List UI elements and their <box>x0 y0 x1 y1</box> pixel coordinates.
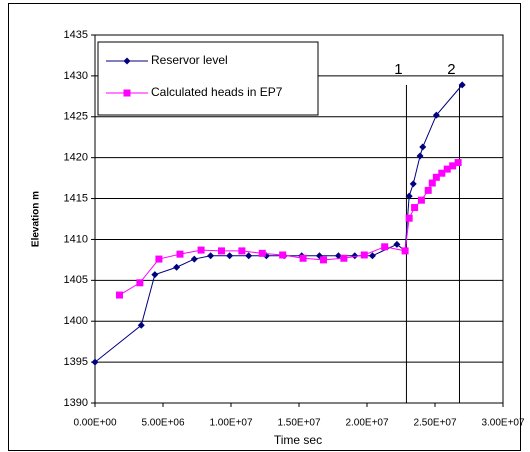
data-point <box>217 247 225 255</box>
x-tick-label: 2.00E+07 <box>345 418 389 429</box>
y-tick-label: 1400 <box>64 315 88 327</box>
data-point <box>419 143 427 151</box>
data-point <box>155 255 163 263</box>
annotation-label: 1 <box>394 61 402 78</box>
legend-label: Calculated heads in EP7 <box>151 85 283 99</box>
y-tick-label: 1405 <box>64 274 88 286</box>
data-point <box>176 250 184 258</box>
data-point <box>226 252 234 260</box>
data-point <box>458 81 466 89</box>
x-axis-title: Time sec <box>274 433 322 447</box>
data-point <box>432 111 440 119</box>
data-point <box>381 243 389 251</box>
y-tick-label: 1395 <box>64 356 88 368</box>
x-tick-label: 0.00E+00 <box>73 418 117 429</box>
y-tick-label: 1420 <box>64 152 88 164</box>
data-point <box>91 358 99 366</box>
data-point <box>417 196 425 204</box>
data-point <box>432 173 440 181</box>
x-tick-label: 5.00E+06 <box>141 418 185 429</box>
y-axis-title: Elevation m <box>31 191 42 247</box>
data-point <box>401 247 409 255</box>
legend-swatch-marker <box>123 89 131 97</box>
data-point <box>438 169 446 177</box>
data-point <box>351 252 359 260</box>
y-tick-label: 1425 <box>64 111 88 123</box>
data-point <box>405 214 413 222</box>
data-point <box>443 165 451 173</box>
data-point <box>299 254 307 262</box>
data-point <box>173 263 181 271</box>
data-point <box>424 186 432 194</box>
data-point <box>454 159 462 167</box>
y-tick-label: 1390 <box>64 397 88 409</box>
legend-box <box>97 41 319 116</box>
data-point <box>245 252 253 260</box>
y-tick-label: 1410 <box>64 233 88 245</box>
data-point <box>137 321 145 329</box>
data-point <box>393 240 401 248</box>
data-point <box>360 251 368 259</box>
legend-swatch-marker <box>123 57 131 65</box>
x-tick-label: 1.00E+07 <box>209 418 253 429</box>
legend-label: Reservor level <box>151 53 228 67</box>
data-point <box>136 279 144 287</box>
data-point <box>190 255 198 263</box>
data-point <box>279 251 287 259</box>
y-tick-label: 1430 <box>64 70 88 82</box>
data-point <box>258 249 266 257</box>
data-point <box>197 246 205 254</box>
data-point <box>151 271 159 279</box>
x-tick-label: 1.50E+07 <box>277 418 321 429</box>
data-point <box>449 162 457 170</box>
data-point <box>428 179 436 187</box>
data-point <box>319 256 327 264</box>
x-tick-label: 3.00E+07 <box>481 418 525 429</box>
data-point <box>340 254 348 262</box>
data-point <box>411 204 419 212</box>
annotation-label: 2 <box>447 61 455 78</box>
data-point <box>416 152 424 160</box>
data-point <box>405 192 413 200</box>
y-tick-label: 1415 <box>64 192 88 204</box>
data-point <box>238 247 246 255</box>
y-tick-label: 1435 <box>64 29 88 41</box>
data-point <box>207 252 215 260</box>
data-point <box>115 291 123 299</box>
data-point <box>334 252 342 260</box>
x-tick-label: 2.50E+07 <box>413 418 457 429</box>
data-point <box>368 252 376 260</box>
data-point <box>409 180 417 188</box>
